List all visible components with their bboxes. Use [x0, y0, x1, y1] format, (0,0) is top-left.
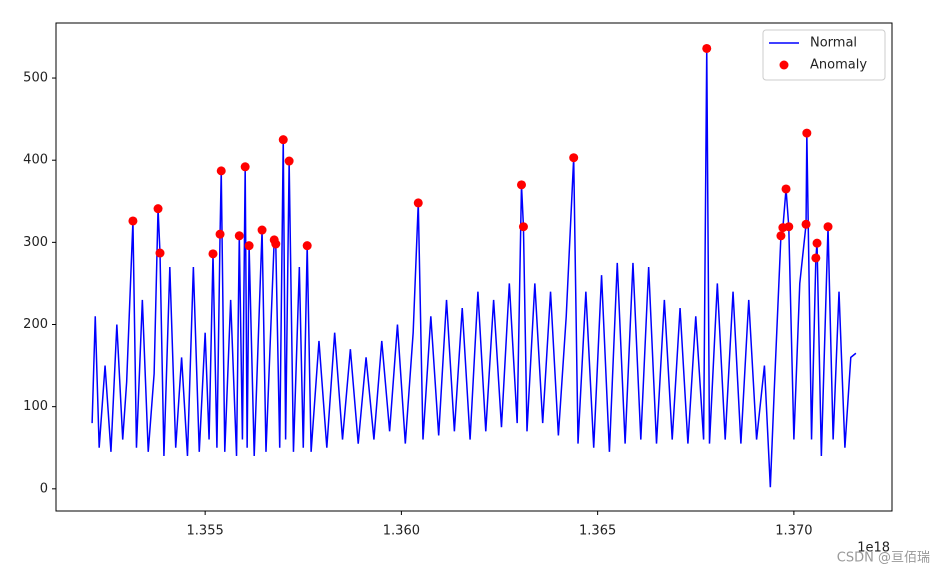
anomaly-point [208, 249, 218, 259]
anomaly-point [284, 156, 294, 166]
watermark: CSDN @亘佰瑞 [837, 551, 930, 566]
anomaly-point [802, 128, 812, 138]
anomaly-point [240, 162, 250, 172]
anomaly-point [702, 43, 712, 53]
y-tick-label: 400 [23, 153, 48, 168]
anomaly-point [271, 239, 281, 249]
legend-label: Anomaly [810, 58, 867, 73]
anomaly-point [215, 229, 225, 239]
x-tick-label: 1.370 [775, 524, 812, 539]
anomaly-point [784, 222, 794, 232]
anomaly-point [278, 135, 288, 145]
y-tick-label: 0 [40, 481, 48, 496]
anomaly-point [812, 238, 822, 248]
anomaly-point [518, 222, 528, 232]
plot-frame [55, 22, 893, 512]
line [91, 48, 857, 488]
y-tick-label: 200 [23, 317, 48, 332]
legend-dot [779, 60, 789, 70]
anomaly-point [234, 231, 244, 241]
x-offset-label: 1e18 [857, 541, 890, 556]
x-tick-label: 1.360 [383, 524, 420, 539]
anomaly-point [155, 248, 165, 258]
anomaly-point [781, 184, 791, 194]
anomaly-point [811, 253, 821, 263]
anomaly-point [569, 153, 579, 163]
anomaly-point [776, 231, 786, 241]
x-tick-label: 1.365 [579, 524, 616, 539]
anomaly-point [257, 225, 267, 235]
anomaly-point [823, 222, 833, 232]
legend-label: Normal [810, 36, 857, 51]
anomaly-point [801, 219, 811, 229]
y-tick-label: 300 [23, 235, 48, 250]
anomaly-point [413, 198, 423, 208]
x-tick-label: 1.355 [187, 524, 224, 539]
anomaly-point [244, 241, 254, 251]
anomaly-point [153, 204, 163, 214]
y-tick-label: 100 [23, 399, 48, 414]
anomaly-point [216, 166, 226, 176]
y-tick-label: 500 [23, 71, 48, 86]
anomaly-point [516, 180, 526, 190]
anomaly-point [128, 216, 138, 226]
anomaly-point [302, 241, 312, 251]
